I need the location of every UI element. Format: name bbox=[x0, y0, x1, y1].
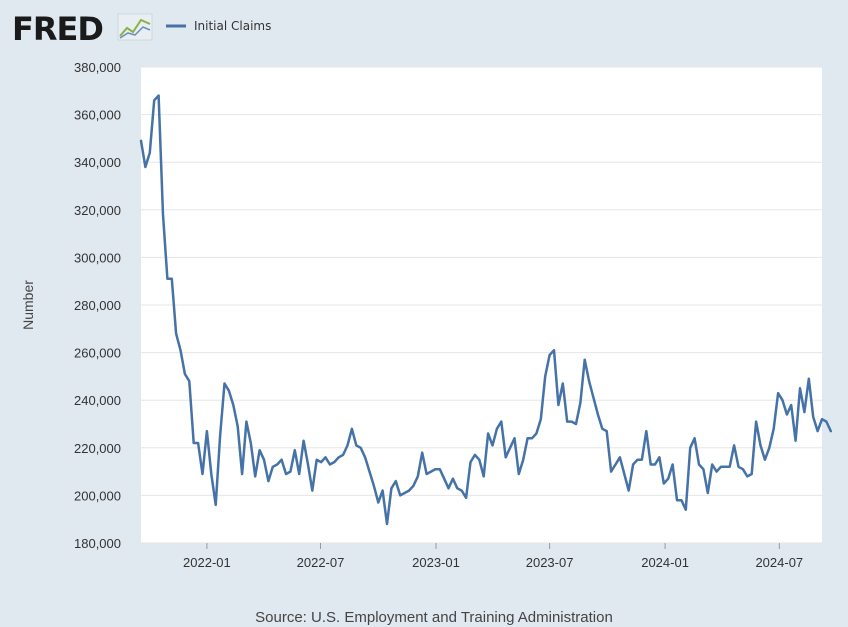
y-tick-label: 280,000 bbox=[74, 298, 121, 313]
x-tick-label: 2023-07 bbox=[526, 555, 574, 570]
legend: Initial Claims bbox=[166, 19, 271, 33]
grid bbox=[141, 66, 822, 544]
fred-logo[interactable]: FRED bbox=[12, 10, 153, 48]
x-tick-label: 2022-01 bbox=[183, 555, 231, 570]
y-tick-label: 260,000 bbox=[74, 346, 121, 361]
y-tick-label: 300,000 bbox=[74, 250, 121, 265]
y-tick-label: 220,000 bbox=[74, 441, 121, 456]
x-axis: 2022-01 2022-07 2023-01 2023-07 2024-01 2024-… bbox=[183, 543, 803, 570]
y-tick-label: 240,000 bbox=[74, 393, 121, 408]
y-tick-label: 380,000 bbox=[74, 60, 121, 75]
y-tick-label: 180,000 bbox=[74, 536, 121, 551]
x-tick-label: 2023-01 bbox=[412, 555, 460, 570]
x-tick-label: 2024-01 bbox=[641, 555, 689, 570]
y-axis-title: Number bbox=[20, 280, 36, 330]
y-tick-label: 340,000 bbox=[74, 155, 121, 170]
source-note: Source: U.S. Employment and Training Adm… bbox=[255, 609, 613, 626]
y-tick-label: 200,000 bbox=[74, 488, 121, 503]
x-tick-label: 2024-07 bbox=[755, 555, 803, 570]
legend-label: Initial Claims bbox=[194, 19, 271, 33]
x-tick-label: 2022-07 bbox=[297, 555, 345, 570]
fred-logo-text: FRED bbox=[12, 10, 103, 48]
y-tick-label: 360,000 bbox=[74, 108, 121, 123]
y-tick-label: 320,000 bbox=[74, 203, 121, 218]
y-axis: 180,000 200,000 220,000 240,000 260,000 280,0… bbox=[74, 60, 121, 551]
series-line-initial-claims bbox=[139, 94, 833, 526]
chart-line-icon bbox=[117, 13, 153, 41]
